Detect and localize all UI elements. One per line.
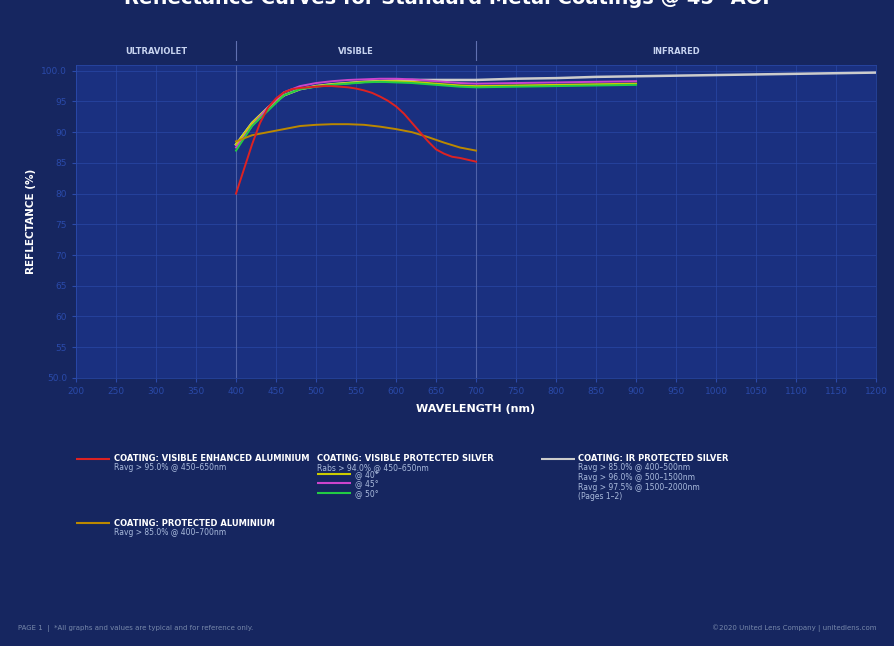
- Text: @ 45°: @ 45°: [355, 479, 378, 488]
- Text: COATING: VISIBLE PROTECTED SILVER: COATING: VISIBLE PROTECTED SILVER: [317, 454, 494, 463]
- Text: VISIBLE: VISIBLE: [338, 47, 374, 56]
- Text: Ravg > 95.0% @ 450–650nm: Ravg > 95.0% @ 450–650nm: [114, 463, 226, 472]
- Text: Ravg > 85.0% @ 400–500nm: Ravg > 85.0% @ 400–500nm: [578, 463, 690, 472]
- Text: @ 50°: @ 50°: [355, 489, 378, 498]
- Text: COATING: VISIBLE ENHANCED ALUMINIUM: COATING: VISIBLE ENHANCED ALUMINIUM: [114, 454, 309, 463]
- X-axis label: WAVELENGTH (nm): WAVELENGTH (nm): [417, 404, 536, 414]
- Text: Ravg > 97.5% @ 1500–2000nm: Ravg > 97.5% @ 1500–2000nm: [578, 483, 700, 492]
- Text: Rabs > 94.0% @ 450–650nm: Rabs > 94.0% @ 450–650nm: [317, 463, 429, 472]
- Y-axis label: REFLECTANCE (%): REFLECTANCE (%): [26, 169, 36, 274]
- Text: Ravg > 96.0% @ 500–1500nm: Ravg > 96.0% @ 500–1500nm: [578, 473, 696, 482]
- Text: ULTRAVIOLET: ULTRAVIOLET: [125, 47, 187, 56]
- Text: INFRARED: INFRARED: [653, 47, 700, 56]
- Text: ©2020 United Lens Company | unitedlens.com: ©2020 United Lens Company | unitedlens.c…: [712, 624, 876, 632]
- Text: COATING: PROTECTED ALUMINIUM: COATING: PROTECTED ALUMINIUM: [114, 519, 274, 528]
- Text: PAGE 1  |  *All graphs and values are typical and for reference only.: PAGE 1 | *All graphs and values are typi…: [18, 625, 253, 632]
- Text: Ravg > 85.0% @ 400–700nm: Ravg > 85.0% @ 400–700nm: [114, 528, 225, 537]
- Text: Reflectance Curves for Standard Metal Coatings @ 45° AOI: Reflectance Curves for Standard Metal Co…: [124, 0, 770, 8]
- Text: @ 40°: @ 40°: [355, 470, 378, 479]
- Text: (Pages 1–2): (Pages 1–2): [578, 492, 622, 501]
- Text: COATING: IR PROTECTED SILVER: COATING: IR PROTECTED SILVER: [578, 454, 729, 463]
